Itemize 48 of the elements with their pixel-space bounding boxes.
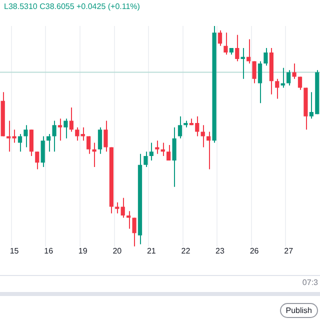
candlestick (298, 76, 302, 90)
candlestick (206, 131, 211, 170)
candlestick (235, 34, 240, 62)
candlestick (258, 60, 262, 104)
candlestick (35, 151, 40, 170)
candlestick (29, 129, 34, 157)
candlestick (224, 32, 228, 56)
x-tick-label: 21 (146, 246, 156, 256)
candlestick (292, 62, 296, 80)
candlestick (286, 70, 291, 86)
candlestick (166, 144, 171, 161)
x-tick-label: 27 (284, 246, 294, 256)
candlestick (149, 142, 154, 161)
candlestick (120, 197, 125, 218)
candlestick (24, 124, 28, 148)
candlestick (132, 217, 136, 247)
x-tick-label: 26 (250, 246, 260, 256)
candlestick (92, 142, 96, 168)
text: Publish (280, 303, 318, 318)
candlestick (46, 133, 51, 152)
candlestick (75, 126, 80, 142)
candlestick (58, 118, 62, 142)
x-tick-label: 15 (10, 246, 20, 256)
x-tick-label: 16 (44, 246, 54, 256)
candlestick (275, 78, 280, 100)
x-tick-label: 20 (112, 246, 122, 256)
candlestick (115, 202, 120, 214)
text: 07:3 (302, 278, 318, 287)
candlestick (52, 120, 56, 152)
candlestick (218, 30, 222, 46)
candlestick (64, 118, 68, 139)
candlestick (155, 140, 160, 154)
candlestick (104, 120, 108, 152)
candlestick (144, 151, 148, 168)
candlestick (69, 107, 74, 132)
candlestick (98, 126, 102, 154)
x-tick-label: 23 (216, 246, 225, 256)
candlestick (86, 136, 91, 154)
candlestick (40, 136, 45, 168)
x-tick-label: 19 (78, 246, 88, 256)
candlestick (18, 133, 22, 152)
candlestick (172, 126, 176, 188)
candlestick (264, 48, 268, 66)
candlestick (246, 38, 251, 64)
text: L38.5310 C38.6055 +0.0425 (+0.11%) (4, 2, 140, 11)
x-tick-label: 22 (181, 246, 191, 256)
candlestick (178, 116, 182, 139)
candlestick (252, 60, 256, 84)
